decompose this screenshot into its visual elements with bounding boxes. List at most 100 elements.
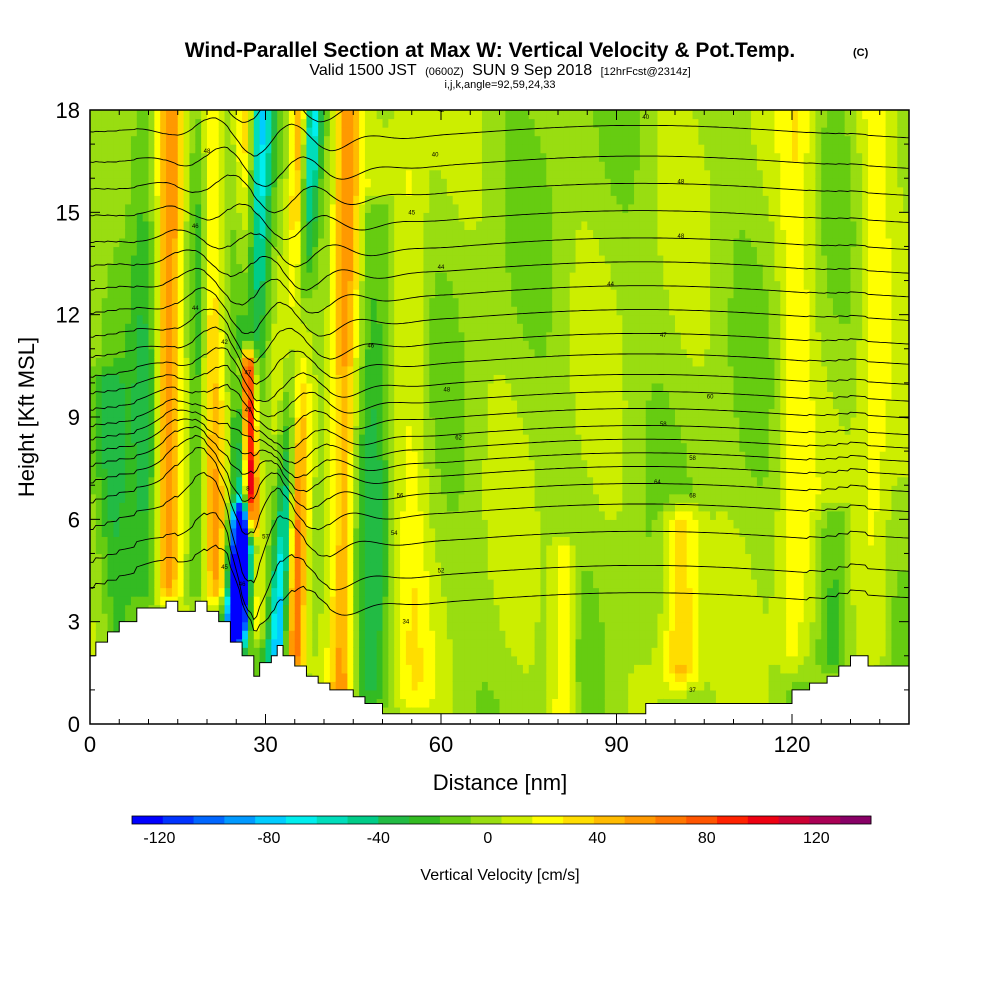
velocity-cell xyxy=(107,476,114,486)
velocity-cell xyxy=(347,348,354,358)
velocity-cell xyxy=(271,169,278,179)
velocity-cell xyxy=(481,246,489,256)
velocity-cell xyxy=(324,306,331,316)
velocity-cell xyxy=(201,135,208,145)
velocity-cell xyxy=(370,425,378,435)
velocity-cell xyxy=(177,587,185,597)
velocity-cell xyxy=(452,237,460,248)
velocity-cell xyxy=(341,382,348,393)
velocity-cell xyxy=(130,553,138,563)
velocity-cell xyxy=(142,587,150,597)
velocity-cell xyxy=(423,161,430,171)
velocity-cell xyxy=(464,536,471,546)
velocity-cell xyxy=(294,630,302,640)
velocity-cell xyxy=(300,493,308,503)
velocity-cell xyxy=(218,579,226,589)
velocity-cell xyxy=(253,579,261,589)
velocity-cell xyxy=(300,297,308,307)
velocity-cell xyxy=(411,655,419,665)
velocity-cell xyxy=(242,408,249,418)
velocity-cell xyxy=(341,536,348,546)
velocity-cell xyxy=(288,561,296,572)
velocity-cell xyxy=(136,297,144,307)
velocity-cell xyxy=(411,544,419,555)
velocity-cell xyxy=(481,229,489,239)
velocity-cell xyxy=(400,297,407,307)
velocity-cell xyxy=(247,314,255,324)
velocity-cell xyxy=(177,212,185,222)
velocity-cell xyxy=(382,672,389,682)
velocity-cell xyxy=(306,110,313,120)
velocity-cell xyxy=(458,638,465,648)
velocity-cell xyxy=(388,331,395,341)
velocity-cell xyxy=(101,229,109,239)
velocity-cell xyxy=(359,459,366,469)
velocity-cell xyxy=(382,561,389,572)
velocity-cell xyxy=(441,655,448,665)
velocity-cell xyxy=(201,314,208,324)
velocity-cell xyxy=(160,323,167,333)
velocity-cell xyxy=(476,493,483,503)
velocity-cell xyxy=(435,186,442,196)
velocity-cell xyxy=(125,553,132,563)
velocity-cell xyxy=(154,451,161,461)
velocity-cell xyxy=(130,144,138,154)
velocity-cell xyxy=(177,220,185,230)
velocity-cell xyxy=(113,417,120,427)
velocity-cell xyxy=(306,297,313,307)
velocity-cell xyxy=(481,502,489,512)
velocity-cell xyxy=(400,698,407,708)
velocity-cell xyxy=(294,536,302,546)
velocity-cell xyxy=(183,314,191,324)
velocity-cell xyxy=(236,220,243,230)
velocity-cell xyxy=(370,161,378,171)
velocity-cell xyxy=(300,604,308,614)
velocity-cell xyxy=(364,178,372,188)
velocity-cell xyxy=(329,561,337,572)
velocity-cell xyxy=(148,203,155,213)
velocity-cell xyxy=(400,306,407,316)
velocity-cell xyxy=(341,178,348,188)
velocity-cell xyxy=(417,331,425,341)
velocity-cell xyxy=(189,254,196,265)
velocity-cell xyxy=(376,417,384,427)
velocity-cell xyxy=(148,297,155,307)
velocity-cell xyxy=(189,553,196,563)
velocity-cell xyxy=(405,579,413,589)
velocity-cell xyxy=(236,442,243,452)
velocity-cell xyxy=(300,263,308,273)
velocity-cell xyxy=(247,638,255,648)
velocity-cell xyxy=(101,280,109,290)
velocity-cell xyxy=(288,519,296,529)
velocity-cell xyxy=(446,561,454,572)
velocity-cell xyxy=(294,502,302,512)
velocity-cell xyxy=(411,220,419,230)
velocity-cell xyxy=(218,254,226,265)
velocity-cell xyxy=(300,135,308,145)
velocity-cell xyxy=(130,331,138,341)
velocity-cell xyxy=(370,365,378,375)
velocity-cell xyxy=(476,638,483,648)
velocity-cell xyxy=(417,451,425,461)
velocity-cell xyxy=(90,476,97,486)
velocity-cell xyxy=(300,561,308,572)
velocity-cell xyxy=(171,579,179,589)
velocity-cell xyxy=(195,485,202,495)
velocity-cell xyxy=(487,434,495,444)
velocity-cell xyxy=(458,254,465,265)
velocity-cell xyxy=(90,272,97,282)
velocity-cell xyxy=(329,638,337,648)
velocity-cell xyxy=(283,587,290,597)
velocity-cell xyxy=(400,357,407,367)
velocity-cell xyxy=(394,203,401,213)
velocity-cell xyxy=(300,468,308,478)
velocity-cell xyxy=(441,195,448,205)
velocity-cell xyxy=(476,365,483,375)
velocity-cell xyxy=(353,331,360,341)
velocity-cell xyxy=(394,604,401,614)
velocity-cell xyxy=(101,289,109,299)
velocity-cell xyxy=(487,664,495,674)
velocity-cell xyxy=(224,254,231,265)
velocity-cell xyxy=(271,178,278,188)
velocity-cell xyxy=(101,203,109,213)
